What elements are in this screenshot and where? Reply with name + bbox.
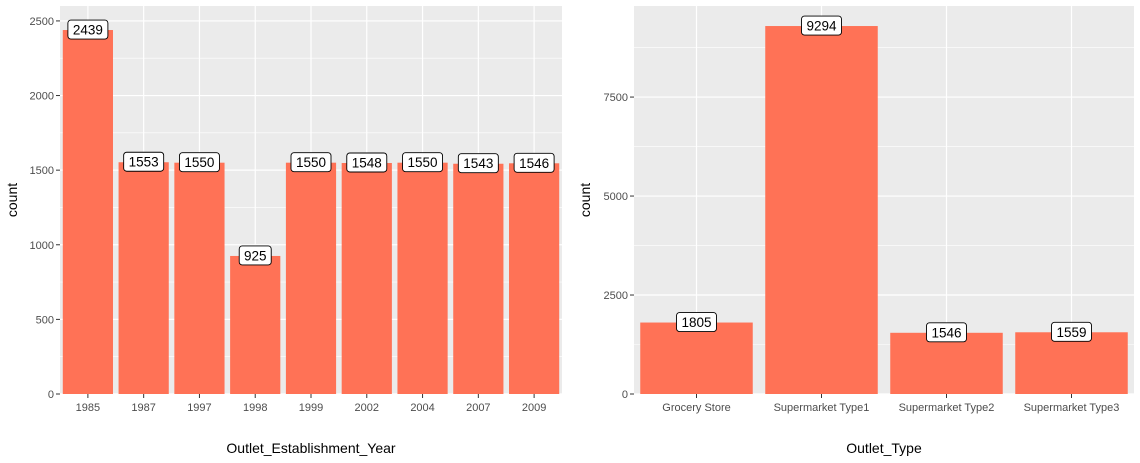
data-label-box [67,19,109,40]
data-label-box [123,151,165,172]
data-label: 1559 [1051,321,1092,342]
data-label-text: 1548 [352,155,382,170]
y-tick-label: 2500 [604,290,628,302]
x-tick-label: Supermarket Type2 [899,402,995,414]
x-tick-label: 1999 [299,402,323,414]
data-label-text: 1553 [129,155,159,170]
bar [397,162,448,394]
data-label: 925 [238,245,272,266]
chart-outlet-establishment-year: 0 500 1000 1500 2000 2500 2439 1553 1550 925 1550 1… [4,6,562,456]
bar [453,163,504,394]
chart-outlet-type: 0 2500 5000 7500 1805 9294 1546 1559 Grocery Sto… [577,6,1134,456]
data-label: 9294 [801,15,842,36]
data-label: 1805 [676,312,717,332]
data-label-box [290,152,332,173]
bar [890,332,1003,394]
x-tick-label: 1998 [243,402,267,414]
x-tick-label: 1997 [187,402,211,414]
data-label-box [1051,321,1092,342]
y-tick-label: 1000 [30,240,54,252]
data-label-box [676,312,717,332]
x-axis-title: Outlet_Establishment_Year [226,440,395,456]
x-tick-label: 2007 [466,402,490,414]
data-label-box [457,153,499,174]
bar [765,26,878,394]
data-label-text: 1543 [463,156,493,171]
data-label: 1550 [402,152,444,173]
bar [341,162,392,394]
data-label-box [402,152,444,173]
data-label: 1548 [346,152,388,173]
x-tick-label: 1985 [76,402,100,414]
bar [118,162,169,394]
data-label-text: 1805 [681,315,711,330]
bar [174,162,225,394]
bar [1015,332,1128,394]
data-label-box [178,152,220,173]
data-label: 1546 [513,152,555,173]
data-label-box [926,322,967,343]
y-axis-title: count [4,183,20,217]
data-label: 1543 [457,153,499,174]
x-tick-label: Grocery Store [662,402,730,414]
bar [640,322,753,394]
bar [230,255,281,394]
x-tick-label: Supermarket Type1 [774,402,870,414]
x-tick-label: 2009 [522,402,546,414]
bar [285,162,337,394]
data-label: 1546 [926,322,967,343]
data-label: 1553 [123,151,165,172]
data-label-text: 1546 [931,325,961,340]
data-label-box [238,245,272,266]
y-tick-label: 1500 [30,165,54,177]
x-axis-title: Outlet_Type [846,440,922,456]
bar [62,30,113,394]
data-label-box [346,152,388,173]
y-tick-label: 0 [622,389,628,401]
x-tick-label: 2002 [355,402,379,414]
data-label-text: 1550 [296,155,326,170]
y-tick-label: 7500 [604,92,628,104]
y-tick-label: 500 [36,314,54,326]
data-label-text: 925 [244,248,267,263]
data-label-text: 1550 [408,155,438,170]
data-label-text: 1559 [1056,325,1086,340]
data-label: 1550 [178,152,220,173]
x-tick-label: 1987 [131,402,155,414]
data-label-text: 2439 [73,23,103,38]
data-label: 1550 [290,152,332,173]
data-label-text: 1546 [519,156,549,171]
data-label: 2439 [67,19,109,40]
bar [509,163,560,394]
y-tick-label: 0 [48,389,54,401]
x-tick-label: 2004 [410,402,434,414]
data-label-text: 9294 [806,19,837,34]
y-tick-label: 2500 [30,16,54,28]
y-tick-label: 2000 [30,91,54,103]
x-tick-label: Supermarket Type3 [1024,402,1120,414]
data-label-box [513,152,555,173]
y-axis-title: count [577,183,593,217]
data-label-text: 1550 [184,155,214,170]
data-label-box [801,15,842,36]
y-tick-label: 5000 [604,191,628,203]
